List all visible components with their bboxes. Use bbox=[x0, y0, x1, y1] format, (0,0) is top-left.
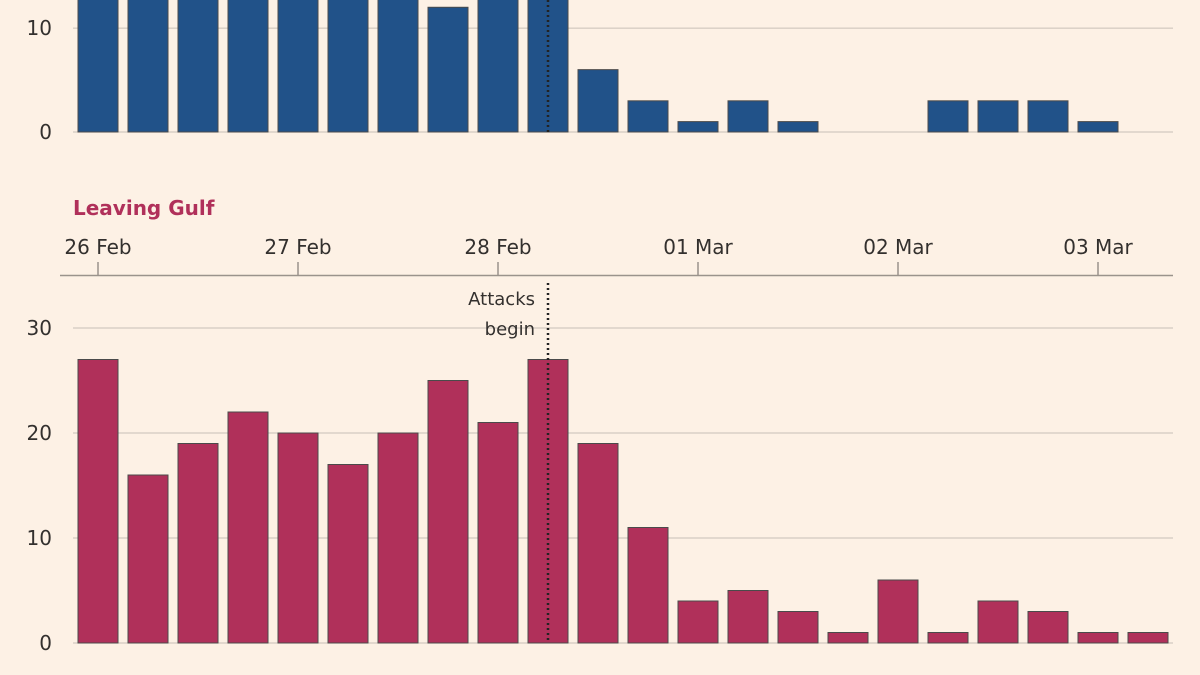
x-tick-label: 26 Feb bbox=[64, 235, 131, 259]
bar bbox=[677, 600, 719, 644]
bar bbox=[1027, 100, 1069, 133]
bar bbox=[627, 527, 669, 644]
bar bbox=[277, 432, 319, 644]
y-tick-label: 10 bbox=[27, 16, 52, 40]
x-tick-label: 01 Mar bbox=[663, 235, 733, 259]
bar bbox=[227, 0, 269, 133]
y-tick-label: 20 bbox=[27, 421, 52, 445]
bar bbox=[827, 632, 869, 644]
bar bbox=[427, 6, 469, 133]
bar bbox=[527, 359, 569, 644]
bar bbox=[177, 0, 219, 133]
bar bbox=[777, 121, 819, 133]
bar bbox=[877, 579, 919, 644]
bar bbox=[627, 100, 669, 133]
bar bbox=[427, 380, 469, 644]
bar bbox=[77, 0, 119, 133]
chart-title: Leaving Gulf bbox=[73, 196, 215, 220]
bar bbox=[577, 69, 619, 133]
bar bbox=[127, 474, 169, 644]
bar bbox=[577, 443, 619, 644]
bar bbox=[1077, 632, 1119, 644]
bar bbox=[677, 121, 719, 133]
bar bbox=[327, 464, 369, 644]
y-tick-label: 30 bbox=[27, 316, 52, 340]
bar bbox=[227, 411, 269, 644]
x-tick-label: 02 Mar bbox=[863, 235, 933, 259]
bar bbox=[377, 432, 419, 644]
x-tick-label: 28 Feb bbox=[464, 235, 531, 259]
annotation: Attacks begin bbox=[468, 289, 535, 340]
bar bbox=[1127, 632, 1169, 644]
bar bbox=[977, 600, 1019, 644]
bar bbox=[327, 0, 369, 133]
y-tick-label: 0 bbox=[39, 120, 52, 144]
bar bbox=[77, 359, 119, 644]
y-tick-label: 0 bbox=[39, 631, 52, 655]
bar bbox=[127, 0, 169, 133]
x-tick-label: 27 Feb bbox=[264, 235, 331, 259]
bar bbox=[777, 611, 819, 644]
bar bbox=[727, 590, 769, 644]
bar bbox=[277, 0, 319, 133]
y-tick-label: 10 bbox=[27, 526, 52, 550]
bar bbox=[1027, 611, 1069, 644]
bar bbox=[177, 443, 219, 644]
bar bbox=[377, 0, 419, 133]
bars bbox=[77, 0, 1119, 133]
bar bbox=[927, 100, 969, 133]
bar bbox=[477, 0, 519, 133]
bar bbox=[927, 632, 969, 644]
bar bbox=[977, 100, 1019, 133]
bar bbox=[727, 100, 769, 133]
x-tick-label: 03 Mar bbox=[1063, 235, 1133, 259]
bar bbox=[1077, 121, 1119, 133]
bars bbox=[77, 359, 1169, 644]
bar bbox=[477, 422, 519, 644]
